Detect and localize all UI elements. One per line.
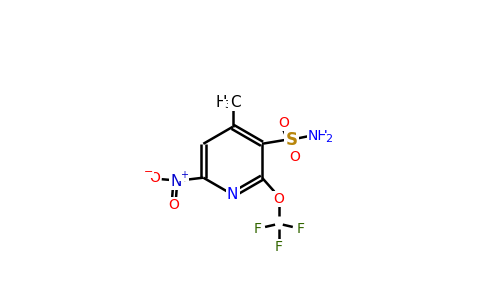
Text: F: F: [275, 240, 283, 254]
Text: N: N: [227, 187, 238, 202]
Text: S: S: [285, 131, 297, 149]
Text: F: F: [297, 221, 304, 236]
Text: NH: NH: [308, 129, 329, 143]
Text: O: O: [150, 172, 160, 185]
Text: C: C: [229, 95, 240, 110]
Text: O: O: [168, 198, 180, 212]
Text: +: +: [180, 170, 188, 180]
Text: O: O: [278, 116, 289, 130]
Text: −: −: [144, 167, 153, 177]
Text: O: O: [273, 192, 285, 206]
Text: F: F: [253, 221, 261, 236]
Text: H: H: [215, 95, 227, 110]
Text: 2: 2: [325, 134, 333, 144]
Text: 3: 3: [224, 100, 231, 110]
Text: N: N: [171, 174, 182, 189]
Text: O: O: [289, 150, 301, 164]
